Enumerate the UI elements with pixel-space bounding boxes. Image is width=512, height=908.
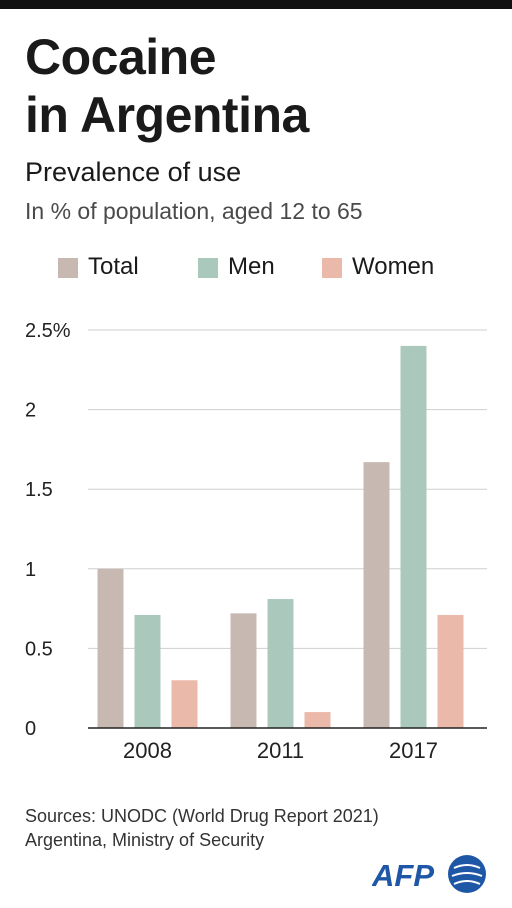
bar-total-2011	[230, 613, 257, 728]
y-tick-label: 1.5	[25, 479, 53, 501]
bar-men-2011	[267, 599, 294, 728]
legend-swatch-women	[322, 258, 342, 278]
title-line-1: Cocaine	[25, 29, 217, 85]
top-rule	[0, 0, 512, 9]
y-tick-label: 0	[25, 718, 36, 740]
y-tick-label: 0.5	[25, 638, 53, 660]
sources-line-1: Sources: UNODC (World Drug Report 2021)	[25, 806, 379, 826]
bar-women-2017	[437, 614, 464, 728]
y-tick-label: 2.5%	[25, 320, 71, 342]
legend-label-total: Total	[88, 253, 139, 280]
afp-logo-text: AFP	[372, 858, 434, 893]
bar-men-2008	[134, 614, 161, 728]
sources-note: Sources: UNODC (World Drug Report 2021) …	[25, 804, 379, 852]
bar-total-2008	[97, 568, 124, 728]
chart-subtitle: Prevalence of use	[25, 157, 242, 187]
bar-men-2017	[400, 345, 427, 728]
unit-note: In % of population, aged 12 to 65	[25, 198, 363, 224]
afp-logo: AFP	[372, 855, 486, 893]
legend-label-women: Women	[352, 253, 435, 280]
x-tick-label: 2017	[389, 738, 438, 763]
afp-globe-icon	[448, 855, 486, 893]
y-tick-label: 1	[25, 559, 36, 581]
x-tick-label: 2011	[257, 738, 304, 763]
bar-chart: 0 0.5 1 1.5 2 2.5% 2008 2011 2017	[25, 320, 487, 763]
x-tick-label: 2008	[123, 738, 172, 763]
legend-swatch-total	[58, 258, 78, 278]
bar-total-2017	[363, 462, 390, 728]
chart-title: Cocaine in Argentina	[25, 28, 309, 144]
bar-women-2011	[304, 712, 331, 728]
sources-line-2: Argentina, Ministry of Security	[25, 830, 265, 850]
bars	[97, 345, 464, 728]
y-tick-label: 2	[25, 400, 36, 422]
legend-swatch-men	[198, 258, 218, 278]
title-line-2: in Argentina	[25, 87, 309, 143]
legend-label-men: Men	[228, 253, 275, 280]
bar-women-2008	[171, 680, 198, 728]
axes: 0 0.5 1 1.5 2 2.5% 2008 2011 2017	[25, 320, 487, 763]
